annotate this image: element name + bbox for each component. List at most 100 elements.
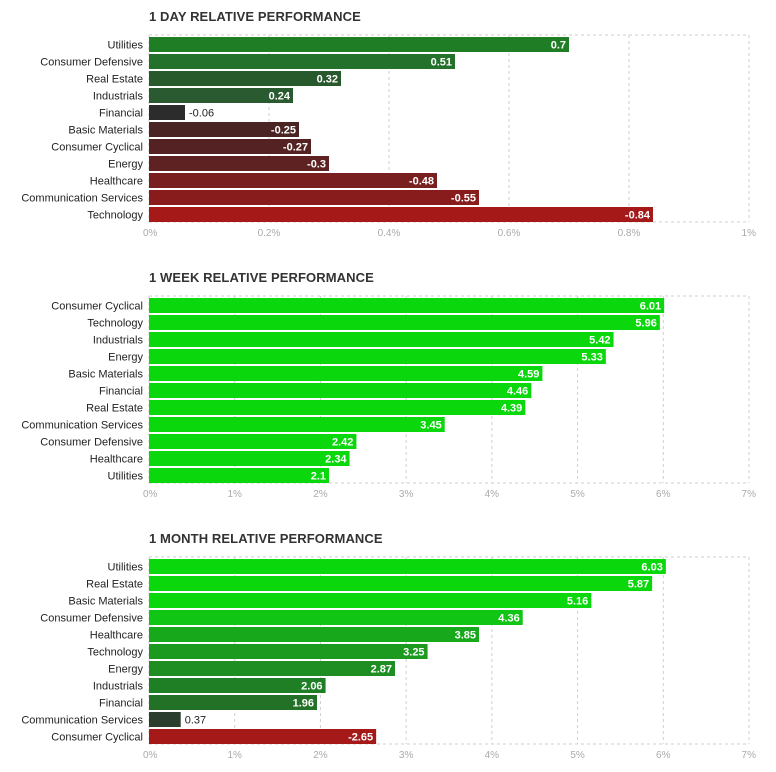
bar bbox=[149, 678, 326, 693]
category-label: Energy bbox=[108, 352, 143, 364]
bar bbox=[149, 366, 543, 381]
value-label: 3.85 bbox=[455, 630, 476, 642]
x-tick-label: 3% bbox=[399, 489, 414, 500]
bar bbox=[149, 298, 665, 313]
value-label: 0.7 bbox=[551, 40, 566, 52]
bar bbox=[149, 468, 329, 483]
value-label: -0.06 bbox=[189, 108, 214, 120]
value-label: 2.1 bbox=[311, 471, 326, 483]
chart-panel-1week: 1 WEEK RELATIVE PERFORMANCE 0% 1% 2% 3% 4% 5%… bbox=[0, 261, 776, 511]
value-label: 4.59 bbox=[518, 369, 539, 381]
chart-title: 1 MONTH RELATIVE PERFORMANCE bbox=[149, 531, 383, 546]
value-label: 5.42 bbox=[589, 335, 610, 347]
value-label: -0.27 bbox=[283, 142, 308, 154]
value-label: 1.96 bbox=[293, 698, 314, 710]
chart-title: 1 WEEK RELATIVE PERFORMANCE bbox=[149, 270, 374, 285]
category-label: Utilities bbox=[108, 562, 144, 574]
bar bbox=[149, 190, 479, 205]
bar bbox=[149, 54, 455, 69]
value-label: 5.87 bbox=[628, 579, 649, 591]
value-label: 4.46 bbox=[507, 386, 528, 398]
x-tick-label: 1% bbox=[227, 489, 242, 500]
x-tick-label: 1% bbox=[227, 750, 242, 761]
bar bbox=[149, 105, 185, 120]
category-label: Basic Materials bbox=[68, 125, 143, 137]
category-label: Healthcare bbox=[90, 176, 143, 188]
x-tick-label: 2% bbox=[313, 750, 328, 761]
value-label: 6.03 bbox=[641, 562, 662, 574]
bar bbox=[149, 593, 592, 608]
x-tick-label: 0% bbox=[143, 489, 158, 500]
bar bbox=[149, 315, 660, 330]
bar bbox=[149, 712, 181, 727]
value-label: 2.34 bbox=[325, 454, 347, 466]
category-label: Consumer Defensive bbox=[40, 57, 143, 69]
value-label: -0.84 bbox=[625, 210, 651, 222]
bar bbox=[149, 349, 606, 364]
category-label: Consumer Cyclical bbox=[51, 142, 143, 154]
x-tick-label: 5% bbox=[570, 489, 585, 500]
value-label: 5.16 bbox=[567, 596, 588, 608]
value-label: -0.55 bbox=[451, 193, 476, 205]
category-label: Energy bbox=[108, 159, 143, 171]
bar bbox=[149, 559, 666, 574]
value-label: 2.42 bbox=[332, 437, 353, 449]
value-label: -0.25 bbox=[271, 125, 296, 137]
category-label: Basic Materials bbox=[68, 369, 143, 381]
x-tick-label: 5% bbox=[570, 750, 585, 761]
value-label: 0.51 bbox=[431, 57, 452, 69]
category-label: Healthcare bbox=[90, 630, 143, 642]
bar bbox=[149, 400, 526, 415]
category-label: Real Estate bbox=[86, 579, 143, 591]
category-label: Healthcare bbox=[90, 454, 143, 466]
value-label: 3.25 bbox=[403, 647, 424, 659]
value-label: -0.3 bbox=[307, 159, 326, 171]
bar bbox=[149, 71, 341, 86]
category-label: Industrials bbox=[93, 91, 144, 103]
x-tick-label: 4% bbox=[485, 750, 500, 761]
bar-chart-1month: 0% 1% 2% 3% 4% 5% 6% 7% Utilities 6.03 Real Estate… bbox=[21, 556, 757, 761]
bar bbox=[149, 729, 377, 744]
value-label: 0.32 bbox=[317, 74, 338, 86]
category-label: Consumer Cyclical bbox=[51, 732, 143, 744]
category-label: Technology bbox=[87, 318, 143, 330]
x-tick-label: 0.2% bbox=[258, 228, 281, 239]
value-label: 2.06 bbox=[301, 681, 322, 693]
bar-chart-1week: 0% 1% 2% 3% 4% 5% 6% 7% Consumer Cyclical 6.01 Tec… bbox=[21, 295, 757, 500]
category-label: Communication Services bbox=[21, 715, 143, 727]
bar bbox=[149, 644, 428, 659]
category-label: Consumer Cyclical bbox=[51, 301, 143, 313]
category-label: Utilities bbox=[108, 471, 144, 483]
bar bbox=[149, 576, 653, 591]
x-tick-label: 3% bbox=[399, 750, 414, 761]
chart-panel-1day: 1 DAY RELATIVE PERFORMANCE 0% 0.2% 0.4% 0.6… bbox=[0, 0, 776, 250]
value-label: 6.01 bbox=[640, 301, 661, 313]
bar bbox=[149, 417, 445, 432]
value-label: 4.39 bbox=[501, 403, 522, 415]
category-label: Communication Services bbox=[21, 420, 143, 432]
category-label: Financial bbox=[99, 386, 143, 398]
value-label: 4.36 bbox=[498, 613, 519, 625]
x-tick-label: 0% bbox=[143, 228, 158, 239]
value-label: 0.37 bbox=[185, 715, 206, 727]
bar bbox=[149, 383, 532, 398]
category-label: Utilities bbox=[108, 40, 144, 52]
bar bbox=[149, 88, 293, 103]
bar-chart-1day: 0% 0.2% 0.4% 0.6% 0.8% 1% Utilities 0.7 Consumer… bbox=[21, 34, 756, 239]
bar bbox=[149, 207, 653, 222]
value-label: 5.33 bbox=[581, 352, 602, 364]
value-label: 2.87 bbox=[371, 664, 392, 676]
x-tick-label: 6% bbox=[656, 489, 671, 500]
category-label: Industrials bbox=[93, 681, 144, 693]
x-tick-label: 7% bbox=[742, 750, 757, 761]
x-tick-label: 0.4% bbox=[378, 228, 401, 239]
x-tick-label: 7% bbox=[742, 489, 757, 500]
category-label: Financial bbox=[99, 108, 143, 120]
value-label: 3.45 bbox=[420, 420, 441, 432]
category-label: Consumer Defensive bbox=[40, 613, 143, 625]
bar bbox=[149, 37, 569, 52]
bar bbox=[149, 661, 395, 676]
category-label: Real Estate bbox=[86, 403, 143, 415]
x-tick-label: 6% bbox=[656, 750, 671, 761]
bar bbox=[149, 156, 329, 171]
